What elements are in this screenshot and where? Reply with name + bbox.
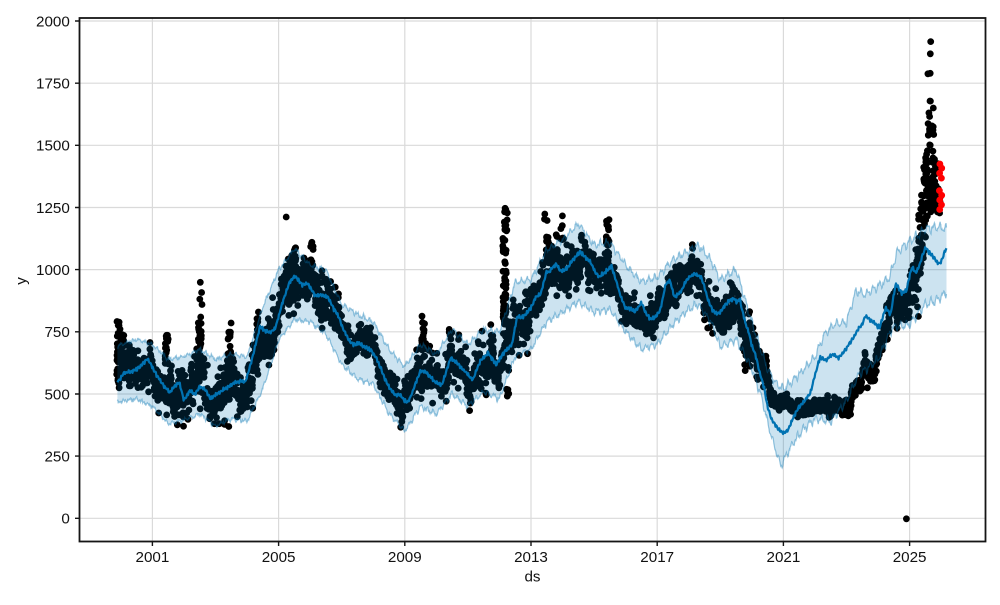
svg-text:2021: 2021 [767,549,801,566]
svg-text:ds: ds [524,569,540,586]
svg-text:1000: 1000 [36,262,70,279]
svg-text:750: 750 [44,324,69,341]
svg-text:500: 500 [44,386,69,403]
svg-text:1250: 1250 [36,200,70,217]
svg-text:0: 0 [61,511,69,528]
svg-text:2005: 2005 [262,549,296,566]
svg-text:2025: 2025 [893,549,927,566]
svg-text:y: y [13,277,30,285]
svg-text:2013: 2013 [514,549,548,566]
svg-text:250: 250 [44,448,69,465]
svg-text:2009: 2009 [388,549,422,566]
svg-text:2017: 2017 [640,549,674,566]
svg-text:1750: 1750 [36,76,70,93]
svg-text:2000: 2000 [36,13,70,30]
svg-text:2001: 2001 [136,549,170,566]
svg-text:1500: 1500 [36,138,70,155]
